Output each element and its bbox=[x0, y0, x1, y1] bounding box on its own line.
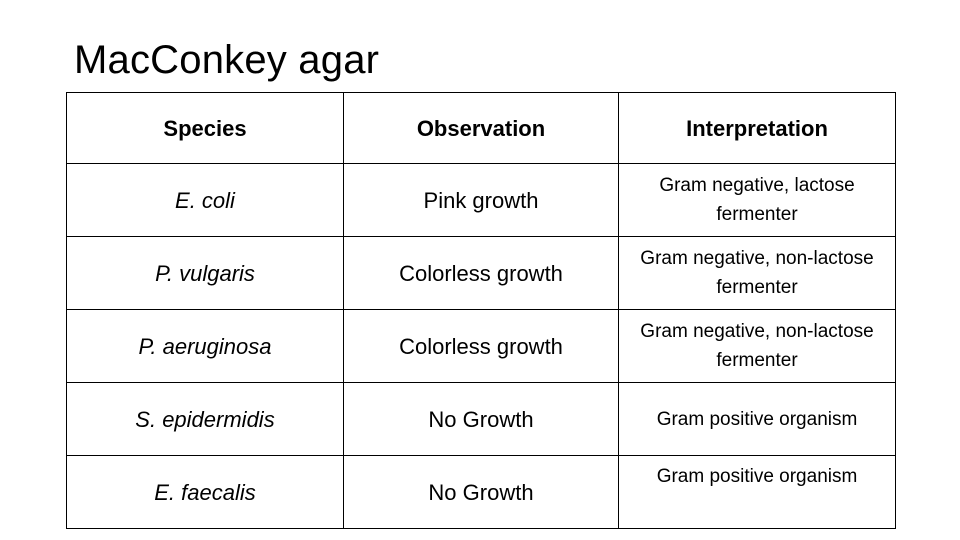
observation-cell: Colorless growth bbox=[343, 236, 619, 310]
interpretation-cell: Gram positive organism bbox=[618, 382, 896, 456]
interpretation-cell: Gram positive organism bbox=[618, 455, 896, 529]
slide-title: MacConkey agar bbox=[74, 38, 380, 82]
header-observation: Observation bbox=[343, 92, 619, 164]
macconkey-results-table: Species Observation Interpretation E. co… bbox=[66, 92, 896, 529]
table-row: E. coli Pink growth Gram negative, lacto… bbox=[66, 163, 896, 237]
species-cell: E. faecalis bbox=[66, 455, 344, 529]
table-row: E. faecalis No Growth Gram positive orga… bbox=[66, 455, 896, 529]
header-species: Species bbox=[66, 92, 344, 164]
species-cell: E. coli bbox=[66, 163, 344, 237]
species-cell: P. vulgaris bbox=[66, 236, 344, 310]
interpretation-cell: Gram negative, non-lactose fermenter bbox=[618, 236, 896, 310]
table-header-row: Species Observation Interpretation bbox=[66, 92, 896, 164]
observation-cell: Colorless growth bbox=[343, 309, 619, 383]
observation-cell: No Growth bbox=[343, 382, 619, 456]
table-row: S. epidermidis No Growth Gram positive o… bbox=[66, 382, 896, 456]
observation-cell: Pink growth bbox=[343, 163, 619, 237]
header-interpretation: Interpretation bbox=[618, 92, 896, 164]
table-row: P. vulgaris Colorless growth Gram negati… bbox=[66, 236, 896, 310]
species-cell: S. epidermidis bbox=[66, 382, 344, 456]
species-cell: P. aeruginosa bbox=[66, 309, 344, 383]
interpretation-cell: Gram negative, lactose fermenter bbox=[618, 163, 896, 237]
table-row: P. aeruginosa Colorless growth Gram nega… bbox=[66, 309, 896, 383]
observation-cell: No Growth bbox=[343, 455, 619, 529]
interpretation-cell: Gram negative, non-lactose fermenter bbox=[618, 309, 896, 383]
